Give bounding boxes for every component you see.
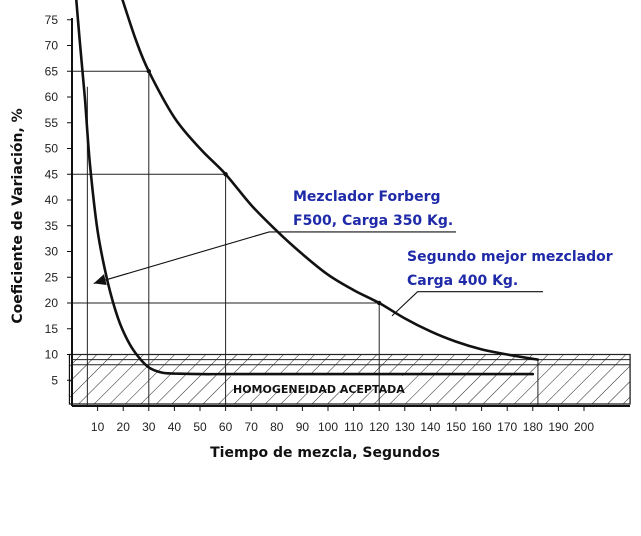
series-line-0 xyxy=(75,0,535,376)
y-axis-title: Coeficiente de Variación, % xyxy=(10,108,26,323)
x-tick-label-2: 30 xyxy=(142,420,156,434)
band-label-background xyxy=(230,374,403,390)
y-tick-label-10: 55 xyxy=(45,116,59,130)
x-tick-label-7: 80 xyxy=(270,420,284,434)
x-tick-label-11: 120 xyxy=(369,420,389,434)
y-tick-label-4: 25 xyxy=(45,270,59,284)
x-tick-label-1: 20 xyxy=(117,420,131,434)
annotation-second-line2: Carga 400 Kg. xyxy=(407,273,518,289)
x-tick-label-0: 10 xyxy=(91,420,105,434)
reference-lines-layer xyxy=(72,69,631,406)
x-tick-label-6: 70 xyxy=(245,420,259,434)
annotation-pointers-layer xyxy=(93,231,544,317)
x-tick-label-10: 110 xyxy=(344,420,363,434)
pointer-forberg-arrowhead xyxy=(93,274,107,285)
y-tick-label-3: 20 xyxy=(45,296,59,310)
x-tick-label-9: 100 xyxy=(318,420,338,434)
x-tick-label-8: 90 xyxy=(296,420,310,434)
x-tick-label-5: 60 xyxy=(219,420,233,434)
annotation-forberg-line1: Mezclador Forberg xyxy=(293,189,441,205)
acceptance-band-layer xyxy=(68,353,631,405)
series-line-1 xyxy=(121,0,540,361)
y-tick-label-6: 35 xyxy=(45,219,59,233)
x-tick-label-4: 50 xyxy=(193,420,207,434)
x-tick-label-14: 150 xyxy=(446,420,466,434)
axes-layer xyxy=(71,18,630,407)
y-tick-label-14: 75 xyxy=(45,13,59,27)
x-tick-label-19: 200 xyxy=(574,420,594,434)
y-tick-label-12: 65 xyxy=(45,64,59,78)
y-tick-label-5: 30 xyxy=(45,245,59,259)
y-tick-label-7: 40 xyxy=(45,193,59,207)
x-tick-label-16: 170 xyxy=(497,420,517,434)
pointer-forberg xyxy=(93,231,456,284)
x-tick-label-12: 130 xyxy=(395,420,415,434)
pointer-second xyxy=(391,291,544,317)
y-tick-label-9: 50 xyxy=(45,142,59,156)
y-tick-label-8: 45 xyxy=(45,167,59,181)
band-label: HOMOGENEIDAD ACEPTADA xyxy=(233,383,405,396)
x-axis-title: Tiempo de mezcla, Segundos xyxy=(210,445,440,461)
y-tick-label-0: 5 xyxy=(51,373,58,387)
y-tick-label-13: 70 xyxy=(45,39,59,53)
annotation-forberg-line2: F500, Carga 350 Kg. xyxy=(293,213,453,229)
x-tick-label-13: 140 xyxy=(420,420,440,434)
y-tick-label-11: 60 xyxy=(45,90,59,104)
annotation-second-line1: Segundo mejor mezclador xyxy=(407,249,613,265)
y-tick-label-1: 10 xyxy=(45,348,59,362)
x-tick-label-17: 180 xyxy=(523,420,543,434)
series-layer xyxy=(75,0,540,376)
x-tick-label-3: 40 xyxy=(168,420,182,434)
x-tick-label-18: 190 xyxy=(548,420,568,434)
y-tick-label-2: 15 xyxy=(45,322,59,336)
ticks-layer: 5 10 15 20 25 30 35 40 45 50 55 60 65 70 75 10 20 30 40 50 6… xyxy=(45,13,595,434)
x-tick-label-15: 160 xyxy=(472,420,492,434)
